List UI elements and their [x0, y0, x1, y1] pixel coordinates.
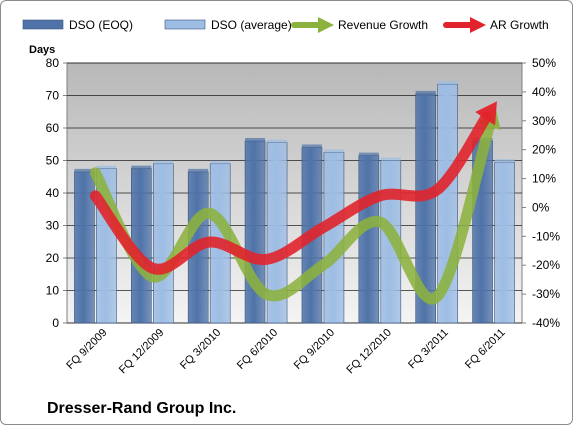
x-tick-label: FQ 9/2010 — [292, 327, 337, 372]
legend-label: AR Growth — [490, 18, 549, 32]
bar-dso-eoq — [358, 155, 380, 324]
legend-item: DSO (EOQ) — [22, 18, 133, 32]
bar-cap — [494, 159, 515, 163]
bar-cap — [358, 152, 379, 156]
arrowhead — [475, 101, 497, 126]
x-tick-label: FQ 3/2010 — [178, 327, 223, 372]
legend-item: AR Growth — [443, 17, 549, 33]
legend-swatch — [22, 19, 64, 30]
y-left-tick-label: 60 — [46, 121, 60, 135]
bar-dso-average — [494, 161, 515, 324]
y-left-tick-label: 70 — [46, 89, 60, 103]
bar-cap — [153, 160, 174, 164]
y-right-tick-label: 10% — [532, 172, 556, 186]
bar-cap — [74, 168, 95, 172]
bar-cap — [267, 139, 288, 143]
y-right-tick-label: 40% — [532, 85, 556, 99]
y-left-tick-label: 30 — [46, 219, 60, 233]
company-name: Dresser-Rand Group Inc. — [47, 400, 237, 417]
y-right-tick-label: 20% — [532, 143, 556, 157]
line-ar-growth — [89, 111, 492, 275]
x-tick-label: FQ 3/2011 — [406, 327, 451, 372]
y-left-tick-label: 10 — [46, 284, 60, 298]
y-right-tick-label: 50% — [532, 56, 556, 70]
y-left-tick-label: 50 — [46, 154, 60, 168]
legend-arrowhead — [470, 17, 486, 33]
legend-item: DSO (average) — [164, 18, 292, 32]
bar-dso-average — [153, 163, 174, 324]
bar-cap — [96, 165, 117, 169]
y-right-tick-label: -40% — [532, 316, 560, 330]
bar-cap — [188, 168, 209, 172]
bar-dso-average — [323, 152, 345, 324]
x-tick-label: FQ 6/2011 — [463, 327, 508, 372]
y-left-tick-label: 40 — [46, 186, 60, 200]
x-tick-label: FQ 6/2010 — [235, 327, 280, 372]
bar-cap — [380, 157, 401, 161]
legend-arrowhead — [318, 17, 334, 33]
line-revenue-growth — [89, 119, 496, 305]
bar-cap — [131, 165, 152, 169]
x-tick-label: FQ 12/2010 — [344, 327, 394, 377]
legend-swatch — [164, 19, 206, 30]
legend-item: Revenue Growth — [291, 17, 428, 33]
bar-cap — [437, 81, 458, 85]
legend-label: DSO (EOQ) — [69, 18, 133, 32]
legend-label: DSO (average) — [211, 18, 292, 32]
x-tick-label: FQ 12/2009 — [117, 327, 167, 377]
y-right-tick-label: 30% — [532, 114, 556, 128]
bar-cap — [323, 149, 344, 153]
bar-cap — [301, 144, 322, 148]
bar-cap — [415, 90, 436, 94]
legend-label: Revenue Growth — [338, 18, 428, 32]
y-right-tick-label: -20% — [532, 258, 560, 272]
y-right-tick-label: -30% — [532, 287, 560, 301]
bar-cap — [210, 160, 231, 164]
y-left-tick-label: 0 — [52, 316, 59, 330]
y-left-axis-title: Days — [29, 44, 55, 56]
x-tick-label: FQ 9/2009 — [64, 327, 109, 372]
y-left-tick-label: 80 — [46, 56, 60, 70]
bar-cap — [245, 138, 266, 141]
y-right-tick-label: -10% — [532, 229, 560, 243]
y-left-tick-label: 20 — [46, 251, 60, 265]
y-right-tick-label: 0% — [532, 200, 550, 214]
